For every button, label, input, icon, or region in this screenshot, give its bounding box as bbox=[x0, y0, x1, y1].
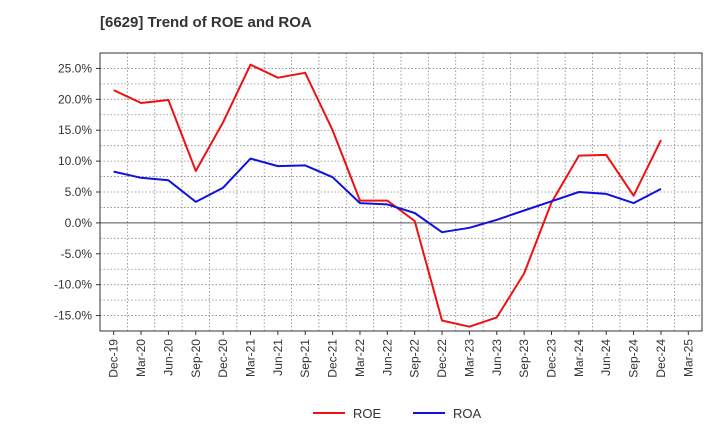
x-tick-label: Jun-21 bbox=[271, 339, 285, 376]
x-tick-label: Dec-19 bbox=[107, 339, 121, 378]
x-tick-label: Jun-20 bbox=[161, 339, 175, 376]
y-tick-label: -15.0% bbox=[54, 309, 92, 323]
y-tick-label: 0.0% bbox=[65, 216, 93, 230]
chart-title: [6629] Trend of ROE and ROA bbox=[100, 14, 312, 31]
x-tick-label: Sep-23 bbox=[517, 339, 531, 378]
y-tick-label: 15.0% bbox=[58, 123, 92, 137]
series-lines bbox=[113, 63, 662, 328]
y-tick-label: -10.0% bbox=[54, 278, 92, 292]
legend-label-roa: ROA bbox=[453, 406, 482, 421]
x-tick-label: Dec-21 bbox=[326, 339, 340, 378]
y-tick-label: 25.0% bbox=[58, 61, 92, 75]
series-line-roe bbox=[113, 63, 662, 328]
x-tick-label: Mar-22 bbox=[353, 339, 367, 377]
x-tick-label: Dec-22 bbox=[435, 339, 449, 378]
x-tick-label: Sep-21 bbox=[298, 339, 312, 378]
y-tick-label: 5.0% bbox=[65, 185, 93, 199]
x-tick-label: Jun-22 bbox=[380, 339, 394, 376]
x-tick-label: Dec-23 bbox=[545, 339, 559, 378]
x-tick-label: Jun-23 bbox=[490, 339, 504, 376]
x-tick-label: Mar-23 bbox=[462, 339, 476, 377]
y-tick-label: 10.0% bbox=[58, 154, 92, 168]
series-line-roa bbox=[113, 157, 662, 234]
grid-lines bbox=[100, 53, 702, 331]
y-tick-label: 20.0% bbox=[58, 92, 92, 106]
legend-label-roe: ROE bbox=[353, 406, 382, 421]
y-tick-label: -5.0% bbox=[61, 247, 93, 261]
x-tick-label: Sep-24 bbox=[627, 339, 641, 378]
axes: 25.0% 20.0% 15.0% 10.0% 5.0% 0.0% -5.0% -10.0% -… bbox=[54, 52, 703, 378]
x-tick-label: Dec-20 bbox=[216, 339, 230, 378]
x-tick-label: Sep-20 bbox=[189, 339, 203, 378]
x-tick-label: Mar-25 bbox=[681, 339, 695, 377]
x-tick-label: Mar-21 bbox=[244, 339, 258, 377]
x-tick-label: Dec-24 bbox=[654, 339, 668, 378]
x-tick-label: Sep-22 bbox=[408, 339, 422, 378]
x-tick-label: Mar-20 bbox=[134, 339, 148, 377]
x-tick-label: Mar-24 bbox=[572, 339, 586, 377]
x-tick-label: Jun-24 bbox=[599, 339, 613, 376]
legend: ROE ROA bbox=[313, 406, 482, 421]
